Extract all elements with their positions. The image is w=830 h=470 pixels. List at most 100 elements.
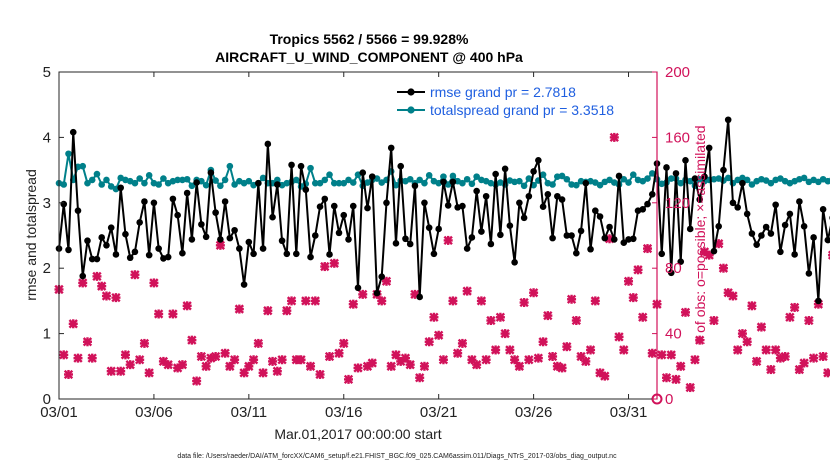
rmse-point-123 (639, 206, 647, 213)
rmse-point-71 (392, 240, 400, 247)
rmse-point-52 (302, 186, 310, 194)
obs-marker-161 (818, 351, 828, 362)
x-tick-label-2: 03/11 (231, 404, 267, 421)
rmse-point-79 (430, 250, 438, 258)
obs-marker-121 (628, 292, 638, 303)
obs-marker-53 (305, 361, 316, 371)
obs-marker-151 (771, 345, 781, 355)
data-layer (54, 116, 830, 405)
rmse-point-124 (644, 200, 651, 208)
obs-marker-158 (804, 315, 814, 326)
obs-marker-9 (97, 281, 107, 291)
obs-marker-15 (125, 360, 135, 370)
obs-marker-132 (680, 307, 691, 317)
rmse-point-48 (283, 250, 291, 258)
x-tick-label-6: 03/31 (610, 404, 648, 421)
obs-marker-48 (282, 306, 292, 316)
obs-marker-73 (400, 353, 411, 363)
spread-point-46 (274, 176, 281, 184)
obs-marker-113 (590, 296, 600, 306)
obs-marker-60 (339, 338, 349, 349)
rmse-point-135 (696, 196, 704, 203)
obs-marker-29 (191, 376, 202, 386)
rmse-point-14 (122, 230, 129, 238)
rmse-point-73 (402, 235, 409, 243)
x-tick-label-0: 03/01 (40, 404, 78, 421)
rmse-point-143 (734, 204, 741, 211)
rmse-point-58 (330, 202, 338, 210)
rmse-point-2 (65, 246, 72, 254)
rmse-point-62 (349, 202, 357, 210)
obs-marker-76 (415, 373, 425, 383)
rmse-point-70 (387, 144, 395, 152)
obs-marker-57 (324, 351, 335, 362)
obs-marker-23 (163, 360, 173, 370)
spread-point-55 (316, 179, 324, 187)
obs-marker-162 (823, 368, 830, 378)
obs-marker-83 (448, 296, 458, 306)
obs-marker-125 (647, 348, 657, 358)
rmse-point-113 (592, 207, 599, 214)
obs-marker-98 (519, 297, 529, 308)
spread-point-109 (573, 181, 580, 189)
obs-marker-61 (343, 374, 354, 385)
obs-marker-119 (619, 345, 629, 355)
rmse-point-108 (568, 232, 575, 239)
rmse-point-162 (824, 236, 830, 244)
obs-marker-82 (443, 235, 453, 246)
obs-marker-127 (657, 350, 667, 360)
rmse-point-133 (686, 225, 694, 233)
rmse-point-72 (397, 162, 405, 170)
spread-point-71 (392, 181, 400, 189)
spread-point-25 (174, 176, 181, 184)
rmse-point-69 (383, 199, 390, 207)
obs-marker-56 (320, 261, 330, 272)
rmse-point-119 (620, 239, 628, 246)
rmse-point-55 (316, 203, 324, 211)
rmse-point-156 (796, 198, 803, 205)
rmse-point-26 (179, 249, 186, 257)
y-tick-label-left-3: 3 (43, 195, 51, 212)
rmse-point-45 (269, 213, 276, 221)
rmse-point-158 (805, 270, 813, 277)
rmse-point-75 (411, 182, 419, 190)
obs-marker-104 (547, 351, 558, 362)
spread-point-57 (326, 171, 333, 178)
y-tick-label-right-2: 80 (665, 260, 682, 277)
spread-point-60 (340, 179, 348, 187)
rmse-point-128 (663, 164, 670, 171)
rmse-point-12 (112, 251, 120, 258)
obs-marker-122 (633, 265, 643, 275)
rmse-point-17 (136, 219, 143, 226)
obs-marker-117 (609, 132, 619, 143)
obs-marker-81 (438, 355, 449, 365)
rmse-point-21 (155, 245, 162, 252)
rmse-point-159 (810, 234, 817, 241)
rmse-point-6 (84, 237, 91, 245)
spread-point-19 (145, 172, 153, 179)
rmse-point-57 (326, 251, 333, 258)
rmse-point-36 (226, 234, 234, 242)
obs-marker-16 (130, 270, 140, 280)
rmse-point-100 (530, 168, 537, 175)
rmse-point-37 (231, 226, 238, 234)
spread-point-146 (748, 181, 756, 188)
rmse-point-147 (753, 241, 760, 248)
rmse-point-155 (791, 251, 798, 258)
rmse-point-4 (74, 207, 82, 214)
rmse-point-129 (667, 269, 675, 277)
spread-point-2 (65, 150, 72, 158)
obs-marker-43 (258, 368, 268, 378)
spread-point-104 (549, 181, 556, 188)
rmse-point-153 (781, 221, 789, 229)
obs-marker-100 (528, 288, 539, 298)
rmse-point-103 (544, 190, 552, 198)
spread-point-5 (79, 162, 87, 170)
obs-marker-37 (229, 355, 240, 365)
obs-marker-91 (486, 315, 496, 326)
rmse-point-13 (117, 184, 124, 192)
obs-marker-97 (514, 361, 525, 371)
legend-spread-marker (407, 106, 415, 114)
obs-marker-49 (286, 296, 297, 306)
